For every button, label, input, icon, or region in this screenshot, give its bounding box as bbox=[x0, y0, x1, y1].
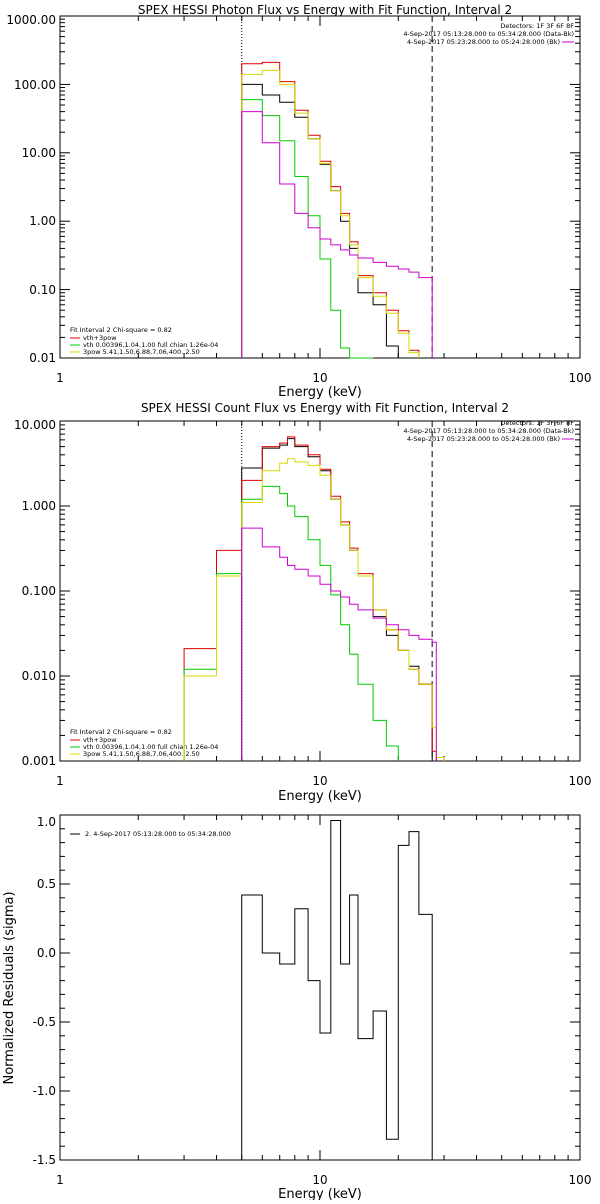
y-tick-label: 0.5 bbox=[37, 877, 56, 891]
count-flux-panel: SPEX HESSI Count Flux vs Energy with Fit… bbox=[14, 401, 591, 804]
y-tick-label: -0.5 bbox=[33, 1015, 56, 1029]
legend-thermal: vth 0.00396,1.04,1.00 full chian 1.26e-0… bbox=[83, 341, 218, 349]
plot-frame bbox=[59, 15, 581, 359]
panel-title: SPEX HESSI Photon Flux vs Energy with Fi… bbox=[138, 3, 512, 17]
y-tick-label: 1000.00 bbox=[6, 13, 56, 27]
legend-powerlaw: 3pow 5.41,1.50,6.88,7.06,400.,2.50 bbox=[83, 348, 200, 356]
x-tick-label: 1 bbox=[56, 371, 64, 385]
y-tick-label: 0.010 bbox=[22, 669, 56, 683]
legend-thermal: vth 0.00396,1.04,1.00 full chian 1.26e-0… bbox=[83, 743, 218, 751]
series-group bbox=[241, 16, 433, 359]
series-3pow bbox=[241, 69, 420, 358]
y-tick-label: 0.10 bbox=[29, 283, 56, 297]
series-vth bbox=[241, 99, 374, 359]
data-interval-label: 4-Sep-2017 05:13:28.000 to 05:34:28.000 … bbox=[403, 30, 574, 38]
y-tick-label: 0.01 bbox=[29, 351, 56, 365]
y-tick-label: 10.00 bbox=[22, 146, 56, 160]
detector-label: Detectors: 1F 3F 6F 8F bbox=[500, 419, 574, 427]
y-tick-label: 1.000 bbox=[22, 499, 56, 513]
y-axis-label: Normalized Residuals (sigma) bbox=[2, 891, 17, 1084]
series-bk bbox=[241, 111, 433, 358]
y-tick-label: 1.00 bbox=[29, 214, 56, 228]
background-interval-label: 4-Sep-2017 05:23:28.000 to 05:24:28.000 … bbox=[407, 38, 560, 46]
series-3pow bbox=[183, 458, 445, 761]
series-vth-3pow bbox=[183, 436, 437, 761]
x-tick-label: 10 bbox=[312, 371, 327, 385]
x-tick-label: 10 bbox=[312, 774, 327, 788]
y-tick-label: 0.0 bbox=[37, 946, 56, 960]
tick-marks bbox=[59, 814, 580, 1161]
y-tick-label: -1.0 bbox=[33, 1084, 56, 1098]
x-axis-label: Energy (keV) bbox=[278, 385, 362, 400]
tick-marks bbox=[59, 421, 580, 762]
series-group bbox=[241, 820, 433, 1160]
data-interval-label: 4-Sep-2017 05:13:28.000 to 05:34:28.000 … bbox=[403, 427, 574, 435]
background-interval-label: 4-Sep-2017 05:23:28.000 to 05:24:28.000 … bbox=[407, 435, 560, 443]
y-tick-label: 0.100 bbox=[22, 584, 56, 598]
series-group bbox=[183, 421, 445, 761]
x-axis-label: Energy (keV) bbox=[278, 1187, 362, 1200]
fit-interval-label: Fit Interval 2 Chi-square = 0.82 bbox=[70, 728, 172, 736]
x-tick-label: 100 bbox=[569, 774, 592, 788]
x-tick-label: 1 bbox=[56, 774, 64, 788]
x-tick-label: 100 bbox=[569, 1173, 592, 1187]
y-tick-label: 10.000 bbox=[14, 418, 56, 432]
tick-marks bbox=[59, 16, 580, 359]
series-bk bbox=[241, 527, 437, 761]
legend-total: vth+3pow bbox=[83, 736, 117, 744]
legend-powerlaw: 3pow 5.41,1.50,6.88,7.06,400.,2.50 bbox=[83, 750, 200, 758]
panel-title: SPEX HESSI Count Flux vs Energy with Fit… bbox=[141, 401, 509, 415]
series-data-bk bbox=[241, 438, 433, 761]
series-residuals bbox=[241, 820, 433, 1160]
residuals-panel: -1.5 -1.0 -0.5 0.0 0.5 1.0 1 10 100 Ener… bbox=[2, 814, 592, 1202]
x-tick-label: 1 bbox=[56, 1173, 64, 1187]
photon-flux-panel: SPEX HESSI Photon Flux vs Energy with Fi… bbox=[6, 3, 591, 400]
series-vth bbox=[183, 485, 399, 761]
fit-interval-label: Fit Interval 2 Chi-square = 0.82 bbox=[70, 326, 172, 334]
y-tick-label: 1.0 bbox=[37, 815, 56, 829]
legend-residual: 2. 4-Sep-2017 05:13:28.000 to 05:34:28.0… bbox=[85, 830, 231, 838]
x-axis-label: Energy (keV) bbox=[278, 789, 362, 804]
y-tick-label: 100.00 bbox=[14, 78, 56, 92]
y-tick-label: 0.001 bbox=[22, 754, 56, 768]
y-tick-label: -1.5 bbox=[33, 1153, 56, 1167]
legend-total: vth+3pow bbox=[83, 334, 117, 342]
detector-label: Detectors: 1F 3F 6F 8F bbox=[500, 22, 574, 30]
x-tick-label: 10 bbox=[312, 1173, 327, 1187]
x-tick-label: 100 bbox=[569, 371, 592, 385]
